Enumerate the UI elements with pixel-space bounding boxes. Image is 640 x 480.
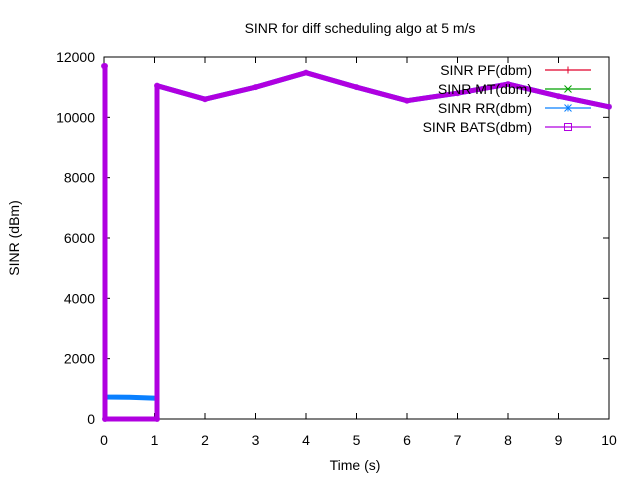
legend-marker [564,66,572,74]
series-2 [101,63,612,401]
plot-frame [103,56,610,420]
x-tick-label: 5 [353,432,361,448]
data-point [454,90,461,97]
data-point [606,103,612,110]
data-point [404,97,410,104]
series-line [102,63,610,422]
legend-marker [564,123,572,131]
y-tick-label: 2000 [64,351,95,367]
x-axis-label: Time (s) [330,457,381,473]
data-point [154,82,161,89]
legend-marker [564,85,572,93]
data-point [353,84,360,91]
y-axis-label: SINR (dBm) [6,200,22,275]
chart-title: SINR for diff scheduling algo at 5 m/s [245,20,476,36]
legend-label: SINR PF(dbm) [440,62,532,78]
x-tick-label: 9 [555,432,563,448]
data-point [505,81,511,88]
y-tick-label: 6000 [64,230,95,246]
x-tick-label: 0 [100,432,108,448]
series-3 [101,63,612,422]
x-tick-label: 7 [454,432,462,448]
legend-label: SINR MT(dbm) [438,81,532,97]
x-tick-label: 6 [403,432,411,448]
plot-border [103,56,610,420]
series-0 [101,63,612,422]
x-tick-label: 8 [504,432,512,448]
y-tick-label: 10000 [56,109,95,125]
y-tick-label: 0 [87,411,95,427]
x-tick-label: 2 [201,432,209,448]
legend-label: SINR BATS(dbm) [423,119,532,135]
x-tick-label: 4 [302,432,310,448]
data-point [102,416,109,422]
axis-ticks: 0 1 2 3 4 5 6 7 8 9 10 0 2000 4000 6000 8000 10000 12000 [56,49,617,448]
series-line [102,63,610,401]
series-line [104,65,610,420]
x-tick-label: 10 [601,432,617,448]
data-point [555,93,562,100]
x-tick-label: 3 [252,432,260,448]
legend: SINR PF(dbm) SINR MT(dbm) SINR RR(dbm) SINR… [423,62,591,135]
x-tick-label: 1 [151,432,159,448]
y-tick-label: 8000 [64,170,95,186]
data-point [154,416,161,422]
y-tick-label: 4000 [64,290,95,306]
data-point [102,63,109,70]
y-tick-label: 12000 [56,49,95,65]
data-point [127,395,132,400]
series-layer [101,63,612,422]
legend-label: SINR RR(dbm) [438,100,532,116]
data-point [252,84,259,91]
legend-marker [564,104,572,112]
data-point [202,96,208,103]
series-line [104,65,610,420]
series-1 [101,63,612,422]
data-point [303,69,309,76]
